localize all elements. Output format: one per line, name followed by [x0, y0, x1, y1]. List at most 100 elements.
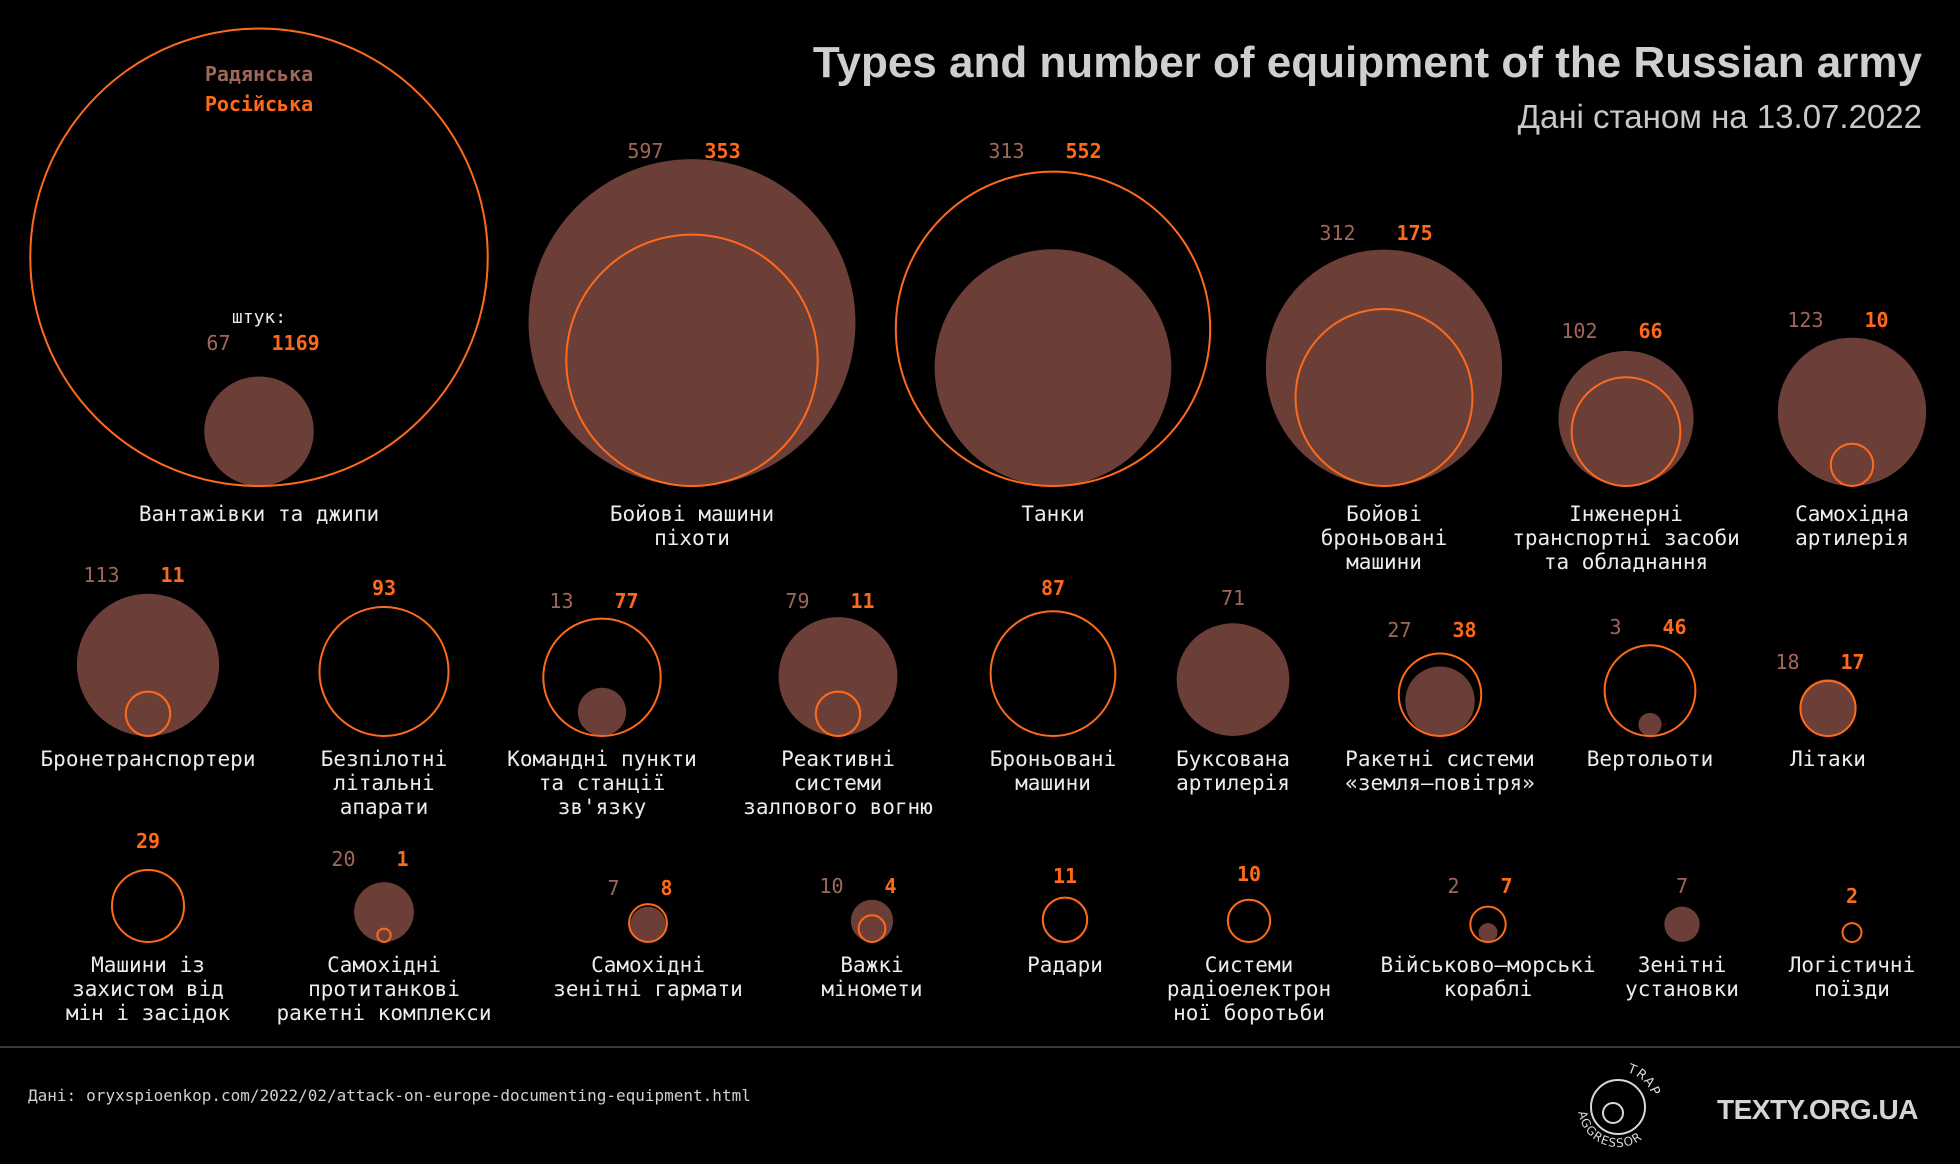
category-label: Вертольоти — [1587, 747, 1713, 771]
category-label: Реактивні — [781, 747, 895, 771]
russian-circle — [628, 903, 668, 943]
soviet-value: 7 — [607, 876, 619, 900]
russian-circle — [542, 617, 662, 737]
soviet-value: 71 — [1221, 586, 1245, 610]
category-label: ракетні комплекси — [277, 1001, 492, 1025]
soviet-circle — [1176, 623, 1290, 736]
category-label: протитанкові — [308, 977, 460, 1001]
russian-value: 1 — [397, 847, 409, 871]
soviet-circle — [1638, 712, 1662, 737]
data-source-prefix: Дані: — [28, 1086, 77, 1105]
category-label: Командні пункти — [507, 747, 697, 771]
soviet-value: 597 — [627, 139, 663, 163]
category-label: поїзди — [1814, 977, 1890, 1001]
soviet-value: 13 — [549, 589, 573, 613]
category-label: Бойові машини — [610, 502, 774, 526]
soviet-value: 2 — [1447, 874, 1459, 898]
data-source-link[interactable]: oryxspioenkop.com/2022/02/attack-on-euro… — [86, 1086, 751, 1105]
russian-value: 1169 — [272, 331, 320, 355]
russian-value: 8 — [661, 876, 673, 900]
category-label: машини — [1015, 771, 1091, 795]
russian-value: 353 — [705, 139, 741, 163]
soviet-circle — [630, 906, 666, 942]
russian-value: 38 — [1453, 618, 1477, 642]
chart-subtitle: Дані станом на 13.07.2022 — [1517, 98, 1922, 135]
russian-value: 93 — [372, 576, 396, 600]
category-label: системи — [794, 771, 883, 795]
soviet-circle — [1265, 249, 1503, 486]
trap-aggressor-badge: TRAP AGGRESSOR — [1575, 1061, 1663, 1150]
category-label: Танки — [1021, 502, 1084, 526]
category-label: піхоти — [654, 526, 730, 550]
category-label: Військово–морські — [1381, 953, 1596, 977]
category-label: Безпілотні — [321, 747, 447, 771]
russian-circle — [124, 690, 172, 737]
soviet-value: 313 — [988, 139, 1024, 163]
soviet-circle — [778, 617, 898, 736]
russian-circle — [814, 690, 862, 737]
soviet-circle — [528, 159, 856, 486]
russian-value: 10 — [1237, 862, 1261, 886]
category-label: зв'язку — [558, 795, 647, 819]
category-label: та обладнання — [1544, 550, 1708, 574]
soviet-circle — [1478, 923, 1498, 943]
soviet-circle — [76, 593, 220, 736]
legend-russian-label: Російська — [204, 92, 314, 116]
badge-ring-icon — [1590, 1079, 1646, 1135]
chart-title: Types and number of equipment of the Rus… — [812, 38, 1922, 87]
category-label: зенітні гармати — [553, 977, 743, 1001]
category-label: Бойові — [1346, 502, 1422, 526]
category-label: апарати — [340, 795, 429, 819]
badge-target-icon — [1602, 1102, 1624, 1124]
russian-value: 87 — [1041, 576, 1065, 600]
russian-circle — [1397, 652, 1483, 737]
category-label: транспортні засоби — [1512, 526, 1740, 550]
category-label: Бронетранспортери — [41, 747, 256, 771]
soviet-circle — [1664, 906, 1700, 942]
category-label: захистом від — [72, 977, 224, 1001]
soviet-value: 67 — [206, 331, 230, 355]
category-label: Логістичні — [1789, 953, 1915, 977]
russian-value: 46 — [1663, 615, 1687, 639]
russian-circle — [1799, 679, 1857, 738]
russian-circle — [1841, 922, 1863, 944]
russian-circle — [1570, 376, 1682, 487]
category-label: міномети — [821, 977, 922, 1001]
category-label: артилерія — [1176, 771, 1290, 795]
soviet-circle — [1777, 337, 1927, 486]
badge-top-text: TRAP — [1625, 1061, 1663, 1098]
russian-value: 11 — [851, 589, 875, 613]
category-label: Інженерні — [1569, 502, 1683, 526]
category-label: броньовані — [1321, 526, 1447, 550]
soviet-circle — [850, 899, 894, 942]
russian-circle — [1469, 905, 1507, 944]
soviet-circle — [354, 882, 414, 942]
russian-value: 552 — [1066, 139, 1102, 163]
bubble-chart: штук: 67 1169 Вантажівки та джипи 597 353 Бой… — [29, 27, 1927, 1025]
category-label: установки — [1625, 977, 1739, 1001]
texty-logo: TEXTY.ORG.UA — [1717, 1094, 1918, 1125]
russian-circle — [1294, 307, 1474, 488]
soviet-value: 113 — [83, 563, 119, 587]
chart-marks: 67 1169 Вантажівки та джипи 597 353 Бойові ма… — [29, 27, 1927, 1025]
category-label: машини — [1346, 550, 1422, 574]
category-label: Системи — [1205, 953, 1294, 977]
soviet-circle — [204, 376, 314, 486]
soviet-value: 102 — [1561, 319, 1597, 343]
data-source: Дані: oryxspioenkop.com/2022/02/attack-on… — [28, 1086, 751, 1105]
russian-value: 11 — [1053, 864, 1077, 888]
russian-value: 175 — [1397, 221, 1433, 245]
russian-value: 4 — [885, 874, 897, 898]
badge-bottom-text: AGGRESSOR — [1575, 1109, 1645, 1150]
category-label: літальні — [333, 771, 434, 795]
russian-circle — [894, 170, 1212, 487]
category-label: Броньовані — [990, 747, 1116, 771]
category-label: Вантажівки та джипи — [139, 502, 379, 526]
category-label: Машини із — [91, 953, 205, 977]
russian-circle — [110, 868, 186, 944]
category-label: мін і засідок — [66, 1001, 231, 1025]
russian-value: 7 — [1501, 874, 1513, 898]
legend-soviet-label: Радянська — [204, 62, 314, 86]
category-label: Буксована — [1176, 747, 1290, 771]
soviet-value: 123 — [1787, 308, 1823, 332]
